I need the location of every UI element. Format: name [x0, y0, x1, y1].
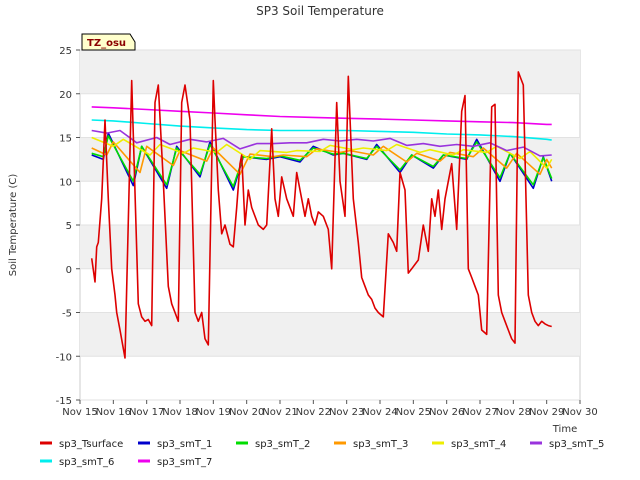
legend-label: sp3_smT_1 — [157, 439, 212, 450]
x-tick-label: Nov 23 — [329, 407, 364, 418]
x-tick-label: Nov 21 — [262, 407, 297, 418]
x-tick-label: Nov 30 — [562, 407, 597, 418]
x-tick-label: Nov 26 — [429, 407, 464, 418]
series-lines — [90, 71, 553, 359]
legend-label: sp3_smT_5 — [549, 439, 604, 450]
x-tick-label: Nov 17 — [129, 407, 164, 418]
tz-badge-box — [81, 33, 136, 51]
x-tick-label: Nov 27 — [462, 407, 497, 418]
x-tick-label: Nov 28 — [496, 407, 531, 418]
y-tick-label: -10 — [56, 352, 72, 363]
x-tick-label: Nov 18 — [162, 407, 197, 418]
series-line-sp3_smT_7 — [91, 106, 552, 126]
series-line-sp3_Tsurface — [90, 71, 552, 359]
series-line-sp3_smT_5 — [91, 129, 552, 157]
y-tick-label: 25 — [59, 46, 72, 57]
y-tick-label: 0 — [66, 265, 72, 276]
y-tick-label: 5 — [66, 221, 72, 232]
y-tick-label: 15 — [59, 134, 72, 145]
chart-title: SP3 Soil Temperature — [256, 4, 384, 18]
x-tick-label: Nov 29 — [529, 407, 564, 418]
legend-label: sp3_smT_3 — [353, 439, 408, 450]
legend-label: sp3_smT_6 — [59, 457, 114, 468]
y-tick-label: 20 — [59, 90, 72, 101]
tz-badge: TZ_osu — [81, 33, 136, 51]
grid-band — [80, 312, 580, 357]
legend-label: sp3_smT_7 — [157, 457, 212, 468]
x-tick-label: Nov 16 — [96, 407, 131, 418]
legend: sp3_Tsurface sp3_smT_1 sp3_smT_2 sp3_smT_3 s… — [40, 439, 604, 468]
x-tick-label: Nov 22 — [296, 407, 331, 418]
series-line-sp3_smT_6 — [91, 119, 552, 141]
y-tick-label: 10 — [59, 177, 72, 188]
x-tick-label: Nov 24 — [362, 407, 397, 418]
x-tick-label: Nov 19 — [196, 407, 231, 418]
legend-label: sp3_smT_4 — [451, 439, 506, 450]
y-tick-label: -5 — [62, 309, 72, 320]
y-tick-label: -15 — [56, 396, 72, 407]
x-axis-label: Time — [552, 424, 577, 435]
y-axis-label: Soil Temperature (C) — [8, 174, 19, 277]
x-tick-label: Nov 20 — [229, 407, 264, 418]
x-tick-label: Nov 15 — [62, 407, 97, 418]
legend-label: sp3_Tsurface — [59, 439, 123, 450]
y-axis-ticks: -15 -10 -5 0 5 10 15 20 25 — [56, 46, 80, 407]
grid-band — [80, 50, 580, 94]
legend-label: sp3_smT_2 — [255, 439, 310, 450]
x-tick-label: Nov 25 — [396, 407, 431, 418]
tz-badge-label: TZ_osu — [87, 38, 126, 49]
